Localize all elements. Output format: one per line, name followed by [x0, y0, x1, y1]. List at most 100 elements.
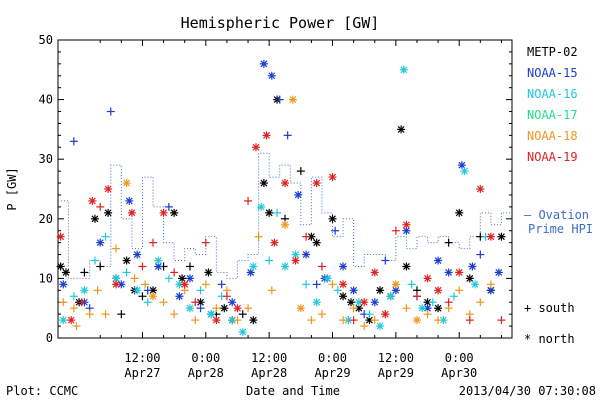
- data-point: [476, 185, 485, 193]
- data-point: [365, 310, 374, 319]
- data-point: [149, 292, 158, 301]
- data-point: [402, 262, 411, 271]
- data-point: [220, 304, 229, 313]
- data-point: [346, 298, 355, 307]
- data-point: [104, 185, 113, 193]
- footer-left: Plot: CCMC: [6, 384, 78, 398]
- legend-entry: NOAA-16: [527, 87, 578, 101]
- y-tick-label: 0: [46, 331, 53, 345]
- plot-frame: [57, 39, 513, 339]
- data-point: [312, 280, 321, 289]
- ovation-label-line2: Prime HPI: [528, 222, 593, 236]
- data-point: [455, 286, 464, 295]
- data-point: [127, 208, 136, 217]
- data-point: [267, 286, 276, 295]
- data-point: [69, 304, 78, 313]
- data-point: [141, 280, 150, 289]
- data-point: [212, 304, 221, 313]
- data-point: [191, 316, 200, 325]
- data-point: [275, 95, 284, 104]
- data-point: [455, 268, 464, 277]
- data-point: [67, 316, 76, 325]
- x-tick-date: Apr27: [124, 366, 160, 380]
- data-point: [476, 298, 485, 307]
- data-point: [56, 262, 65, 271]
- legend-entry: NOAA-15: [527, 66, 578, 80]
- data-point: [244, 304, 253, 313]
- data-point: [77, 298, 86, 307]
- data-point: [449, 292, 458, 301]
- data-point: [138, 262, 147, 271]
- data-point: [69, 292, 78, 301]
- data-point: [207, 310, 216, 319]
- data-point: [281, 220, 289, 229]
- data-point: [270, 238, 279, 247]
- marker-legend-entry: + south: [524, 301, 575, 315]
- data-point: [423, 274, 432, 283]
- data-point: [360, 322, 369, 331]
- data-point: [125, 196, 134, 205]
- data-point: [233, 316, 242, 325]
- data-point: [170, 208, 179, 217]
- data-point: [56, 232, 65, 241]
- data-point: [328, 214, 337, 223]
- data-point: [497, 232, 506, 241]
- data-point: [455, 208, 464, 217]
- data-point: [228, 298, 237, 307]
- data-point: [122, 268, 131, 277]
- y-tick-label: 50: [39, 33, 53, 47]
- data-point: [85, 310, 94, 319]
- legend-entry: METP-02: [527, 45, 578, 59]
- data-points: [56, 59, 506, 337]
- x-tick-date: Apr29: [378, 366, 414, 380]
- data-point: [339, 292, 348, 301]
- data-point: [249, 316, 258, 325]
- data-point: [201, 238, 210, 247]
- data-point: [302, 232, 311, 241]
- data-point: [312, 179, 321, 188]
- legend: METP-02 NOAA-15 NOAA-16 NOAA-17 NOAA-18 NOAA-…: [527, 45, 578, 164]
- data-point: [96, 238, 105, 247]
- data-point: [296, 167, 305, 176]
- data-point: [288, 95, 297, 104]
- y-tick-label: 30: [39, 152, 53, 166]
- y-tick-label: 10: [39, 271, 53, 285]
- data-point: [412, 316, 421, 325]
- data-point: [434, 316, 443, 325]
- data-point: [349, 286, 358, 295]
- data-point: [133, 286, 142, 295]
- data-point: [312, 238, 321, 247]
- data-point: [244, 196, 253, 205]
- data-point: [259, 179, 268, 188]
- data-point: [471, 280, 480, 289]
- data-point: [428, 298, 437, 307]
- y-axis: 0 10 20 30 40 50: [39, 33, 512, 345]
- data-point: [386, 292, 395, 301]
- data-point: [212, 316, 221, 325]
- data-point: [80, 286, 89, 295]
- data-point: [397, 125, 406, 134]
- data-point: [281, 179, 289, 188]
- data-point: [468, 262, 477, 271]
- x-tick-time: 0:00: [191, 351, 220, 365]
- data-point: [180, 280, 189, 289]
- data-point: [486, 232, 495, 241]
- data-point: [104, 208, 113, 217]
- data-point: [333, 286, 342, 295]
- data-point: [339, 262, 348, 271]
- x-tick-date: Apr30: [441, 366, 477, 380]
- footer-right: 2013/04/30 07:30:08: [459, 384, 596, 398]
- data-point: [381, 310, 390, 319]
- data-point: [238, 328, 247, 337]
- ovation-label-line1: — Ovation: [524, 208, 589, 222]
- y-tick-label: 40: [39, 93, 53, 107]
- data-point: [423, 310, 432, 319]
- data-point: [122, 179, 131, 188]
- x-tick-date: Apr28: [188, 366, 224, 380]
- data-point: [96, 262, 105, 271]
- data-point: [307, 316, 316, 325]
- data-point: [112, 244, 121, 253]
- x-tick-time: 12:00: [251, 351, 287, 365]
- data-point: [391, 280, 400, 289]
